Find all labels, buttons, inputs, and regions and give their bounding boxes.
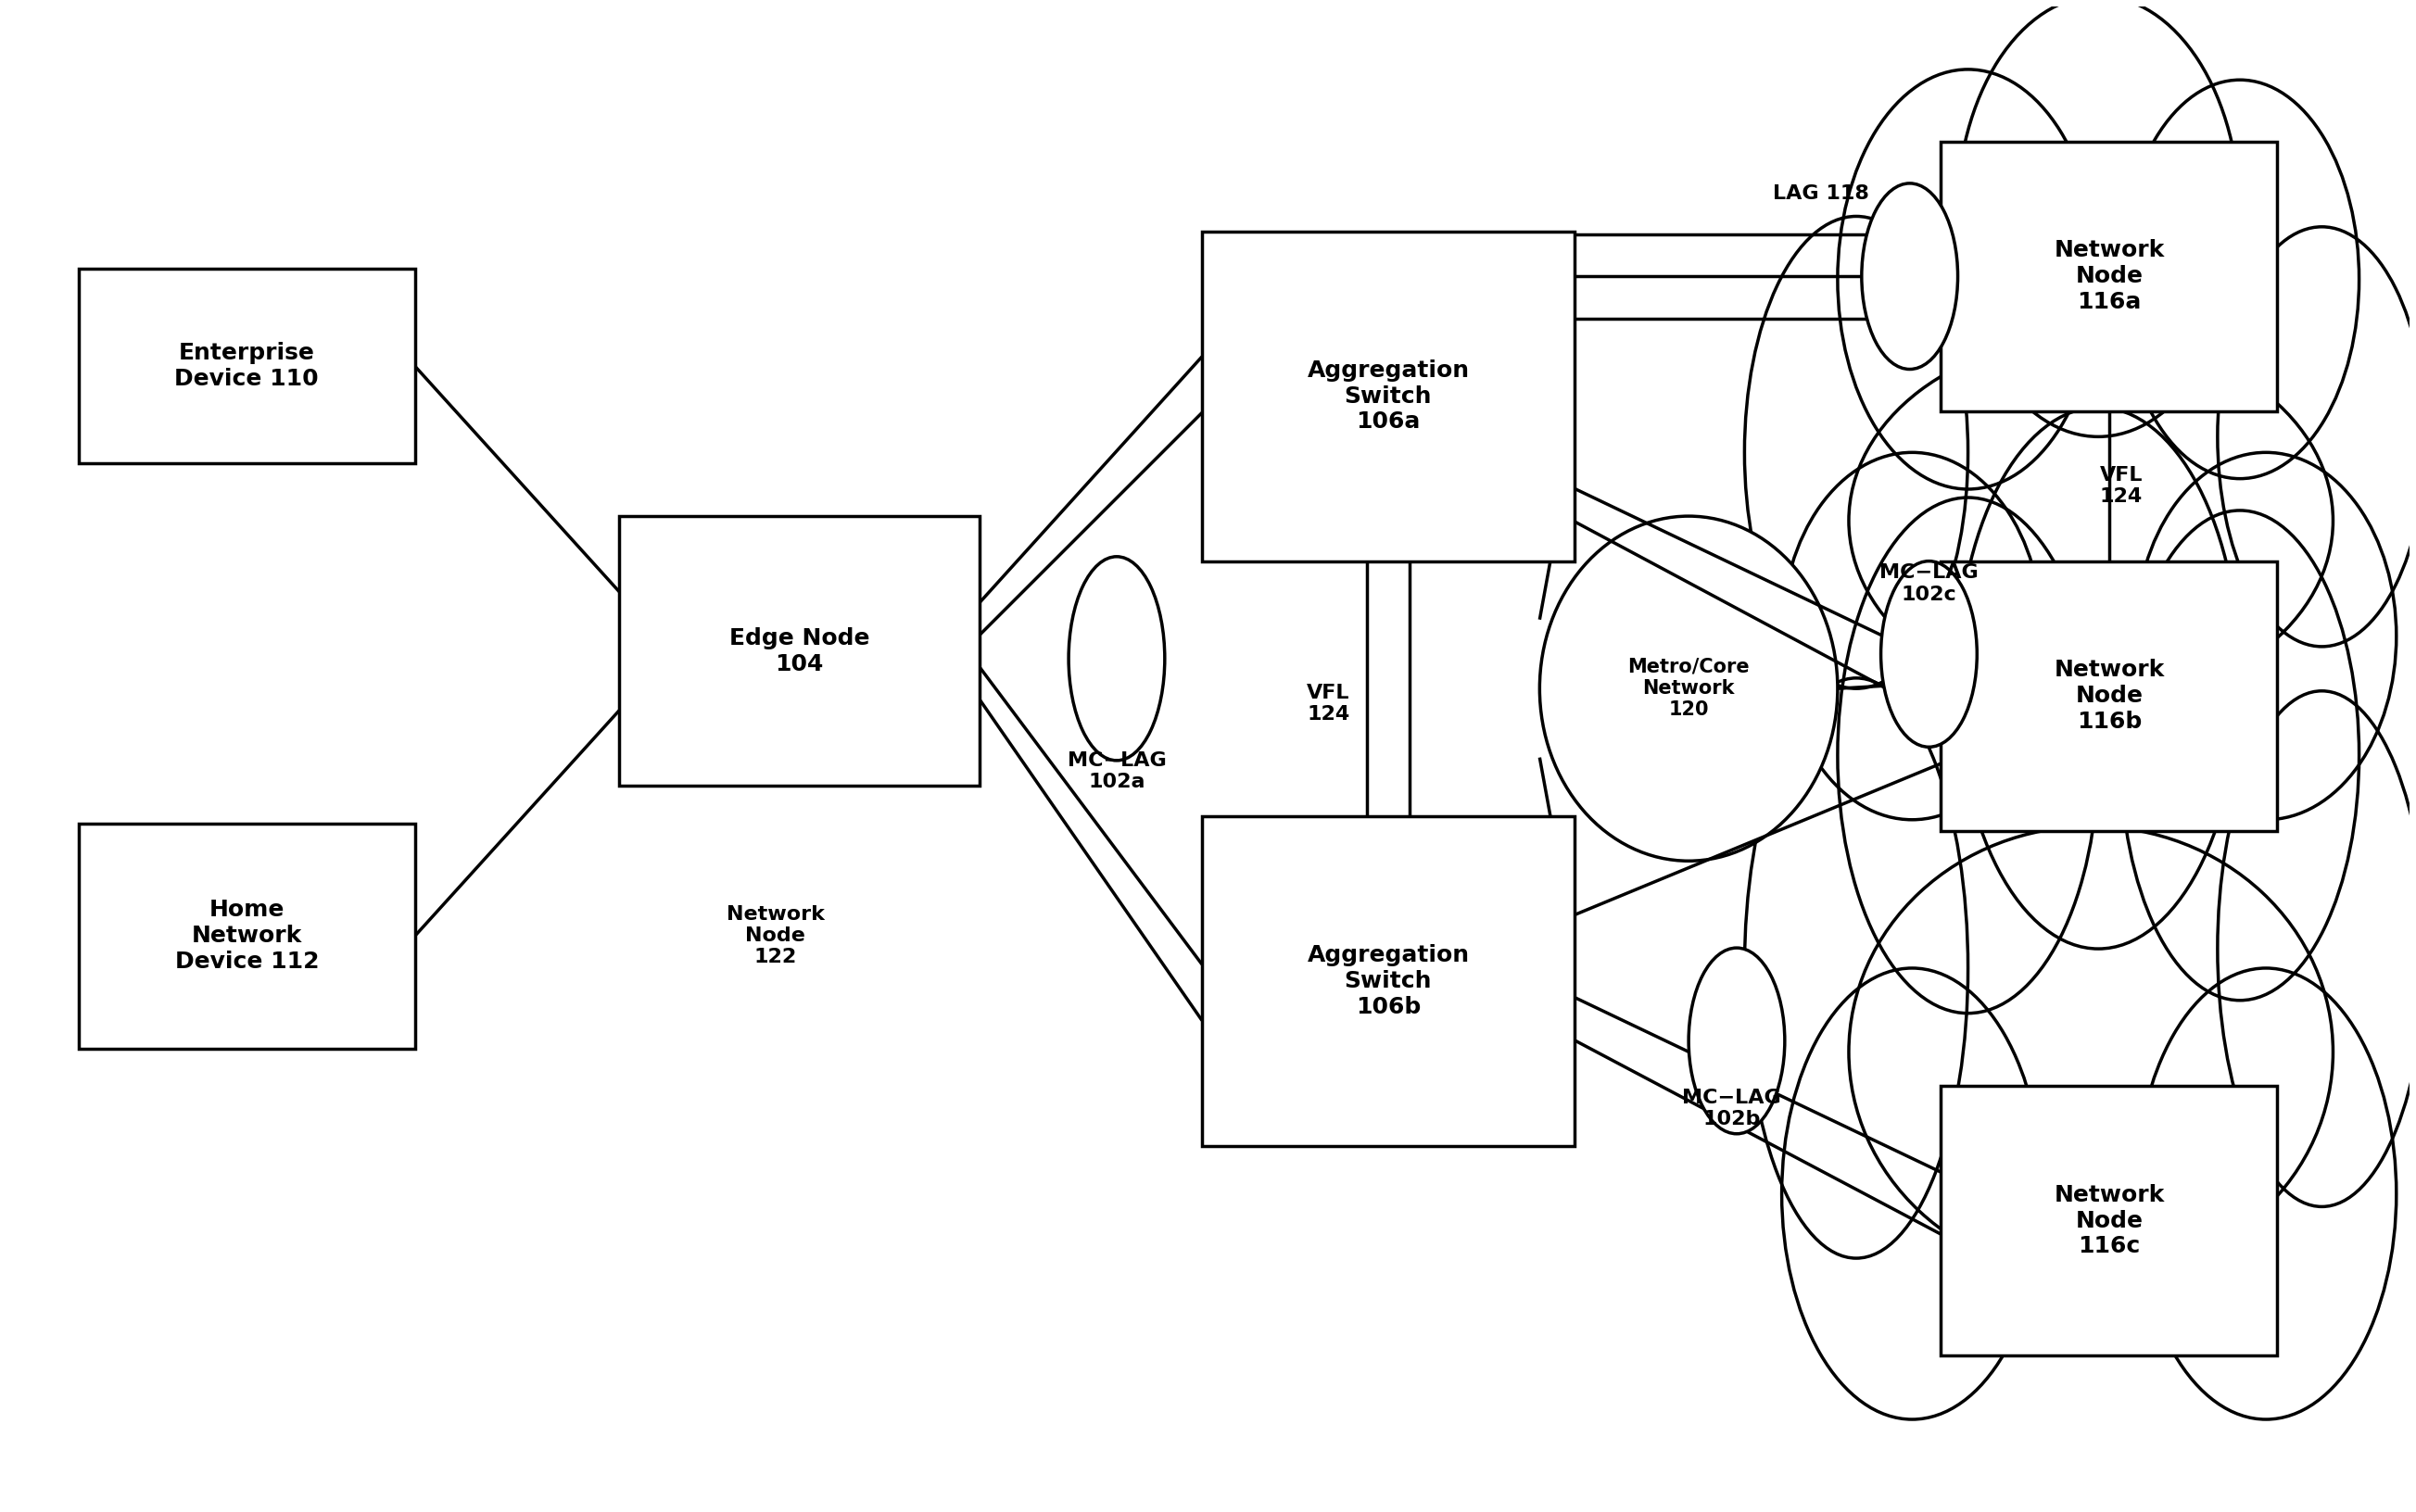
Text: Enterprise
Device 110: Enterprise Device 110 bbox=[174, 342, 319, 390]
Text: MC−LAG
102c: MC−LAG 102c bbox=[1880, 564, 1979, 603]
Ellipse shape bbox=[1839, 497, 2100, 1013]
Ellipse shape bbox=[1839, 70, 2100, 490]
Text: LAG 118: LAG 118 bbox=[1773, 184, 1870, 203]
FancyBboxPatch shape bbox=[80, 269, 416, 464]
FancyBboxPatch shape bbox=[1203, 231, 1575, 561]
Text: Network
Node
116a: Network Node 116a bbox=[2054, 239, 2165, 313]
Text: Edge Node
104: Edge Node 104 bbox=[730, 627, 870, 674]
FancyBboxPatch shape bbox=[1940, 141, 2278, 411]
Text: Aggregation
Switch
106a: Aggregation Switch 106a bbox=[1307, 360, 1469, 432]
FancyBboxPatch shape bbox=[1203, 816, 1575, 1146]
Ellipse shape bbox=[2136, 968, 2397, 1420]
FancyBboxPatch shape bbox=[1940, 561, 2278, 832]
Text: Network
Node
116b: Network Node 116b bbox=[2054, 659, 2165, 733]
Ellipse shape bbox=[2121, 511, 2358, 1001]
Ellipse shape bbox=[1848, 827, 2334, 1278]
Ellipse shape bbox=[1882, 561, 1976, 747]
Ellipse shape bbox=[2136, 452, 2397, 820]
Text: MC−LAG
102a: MC−LAG 102a bbox=[1068, 751, 1167, 791]
Ellipse shape bbox=[1068, 556, 1165, 761]
Text: VFL
124: VFL 124 bbox=[2100, 466, 2143, 507]
Ellipse shape bbox=[1781, 968, 2042, 1420]
Ellipse shape bbox=[2218, 227, 2416, 647]
Ellipse shape bbox=[1539, 516, 1839, 860]
Ellipse shape bbox=[2121, 80, 2358, 479]
Ellipse shape bbox=[2218, 691, 2416, 1207]
Text: Metro/Core
Network
120: Metro/Core Network 120 bbox=[1628, 658, 1749, 720]
Text: Aggregation
Switch
106b: Aggregation Switch 106b bbox=[1307, 943, 1469, 1018]
Text: MC−LAG
102b: MC−LAG 102b bbox=[1682, 1089, 1781, 1128]
FancyBboxPatch shape bbox=[1940, 1086, 2278, 1356]
Ellipse shape bbox=[1744, 216, 1969, 688]
Ellipse shape bbox=[1863, 183, 1957, 369]
Ellipse shape bbox=[1781, 452, 2042, 820]
Ellipse shape bbox=[1689, 948, 1785, 1134]
Text: Network
Node
116c: Network Node 116c bbox=[2054, 1184, 2165, 1258]
Text: VFL
124: VFL 124 bbox=[1307, 683, 1351, 724]
FancyBboxPatch shape bbox=[618, 516, 981, 786]
Ellipse shape bbox=[1848, 337, 2334, 705]
Ellipse shape bbox=[1957, 0, 2240, 437]
Ellipse shape bbox=[1744, 677, 1969, 1258]
Text: Home
Network
Device 112: Home Network Device 112 bbox=[174, 900, 319, 972]
Ellipse shape bbox=[1957, 407, 2240, 950]
Text: Network
Node
122: Network Node 122 bbox=[727, 906, 824, 966]
FancyBboxPatch shape bbox=[80, 824, 416, 1048]
